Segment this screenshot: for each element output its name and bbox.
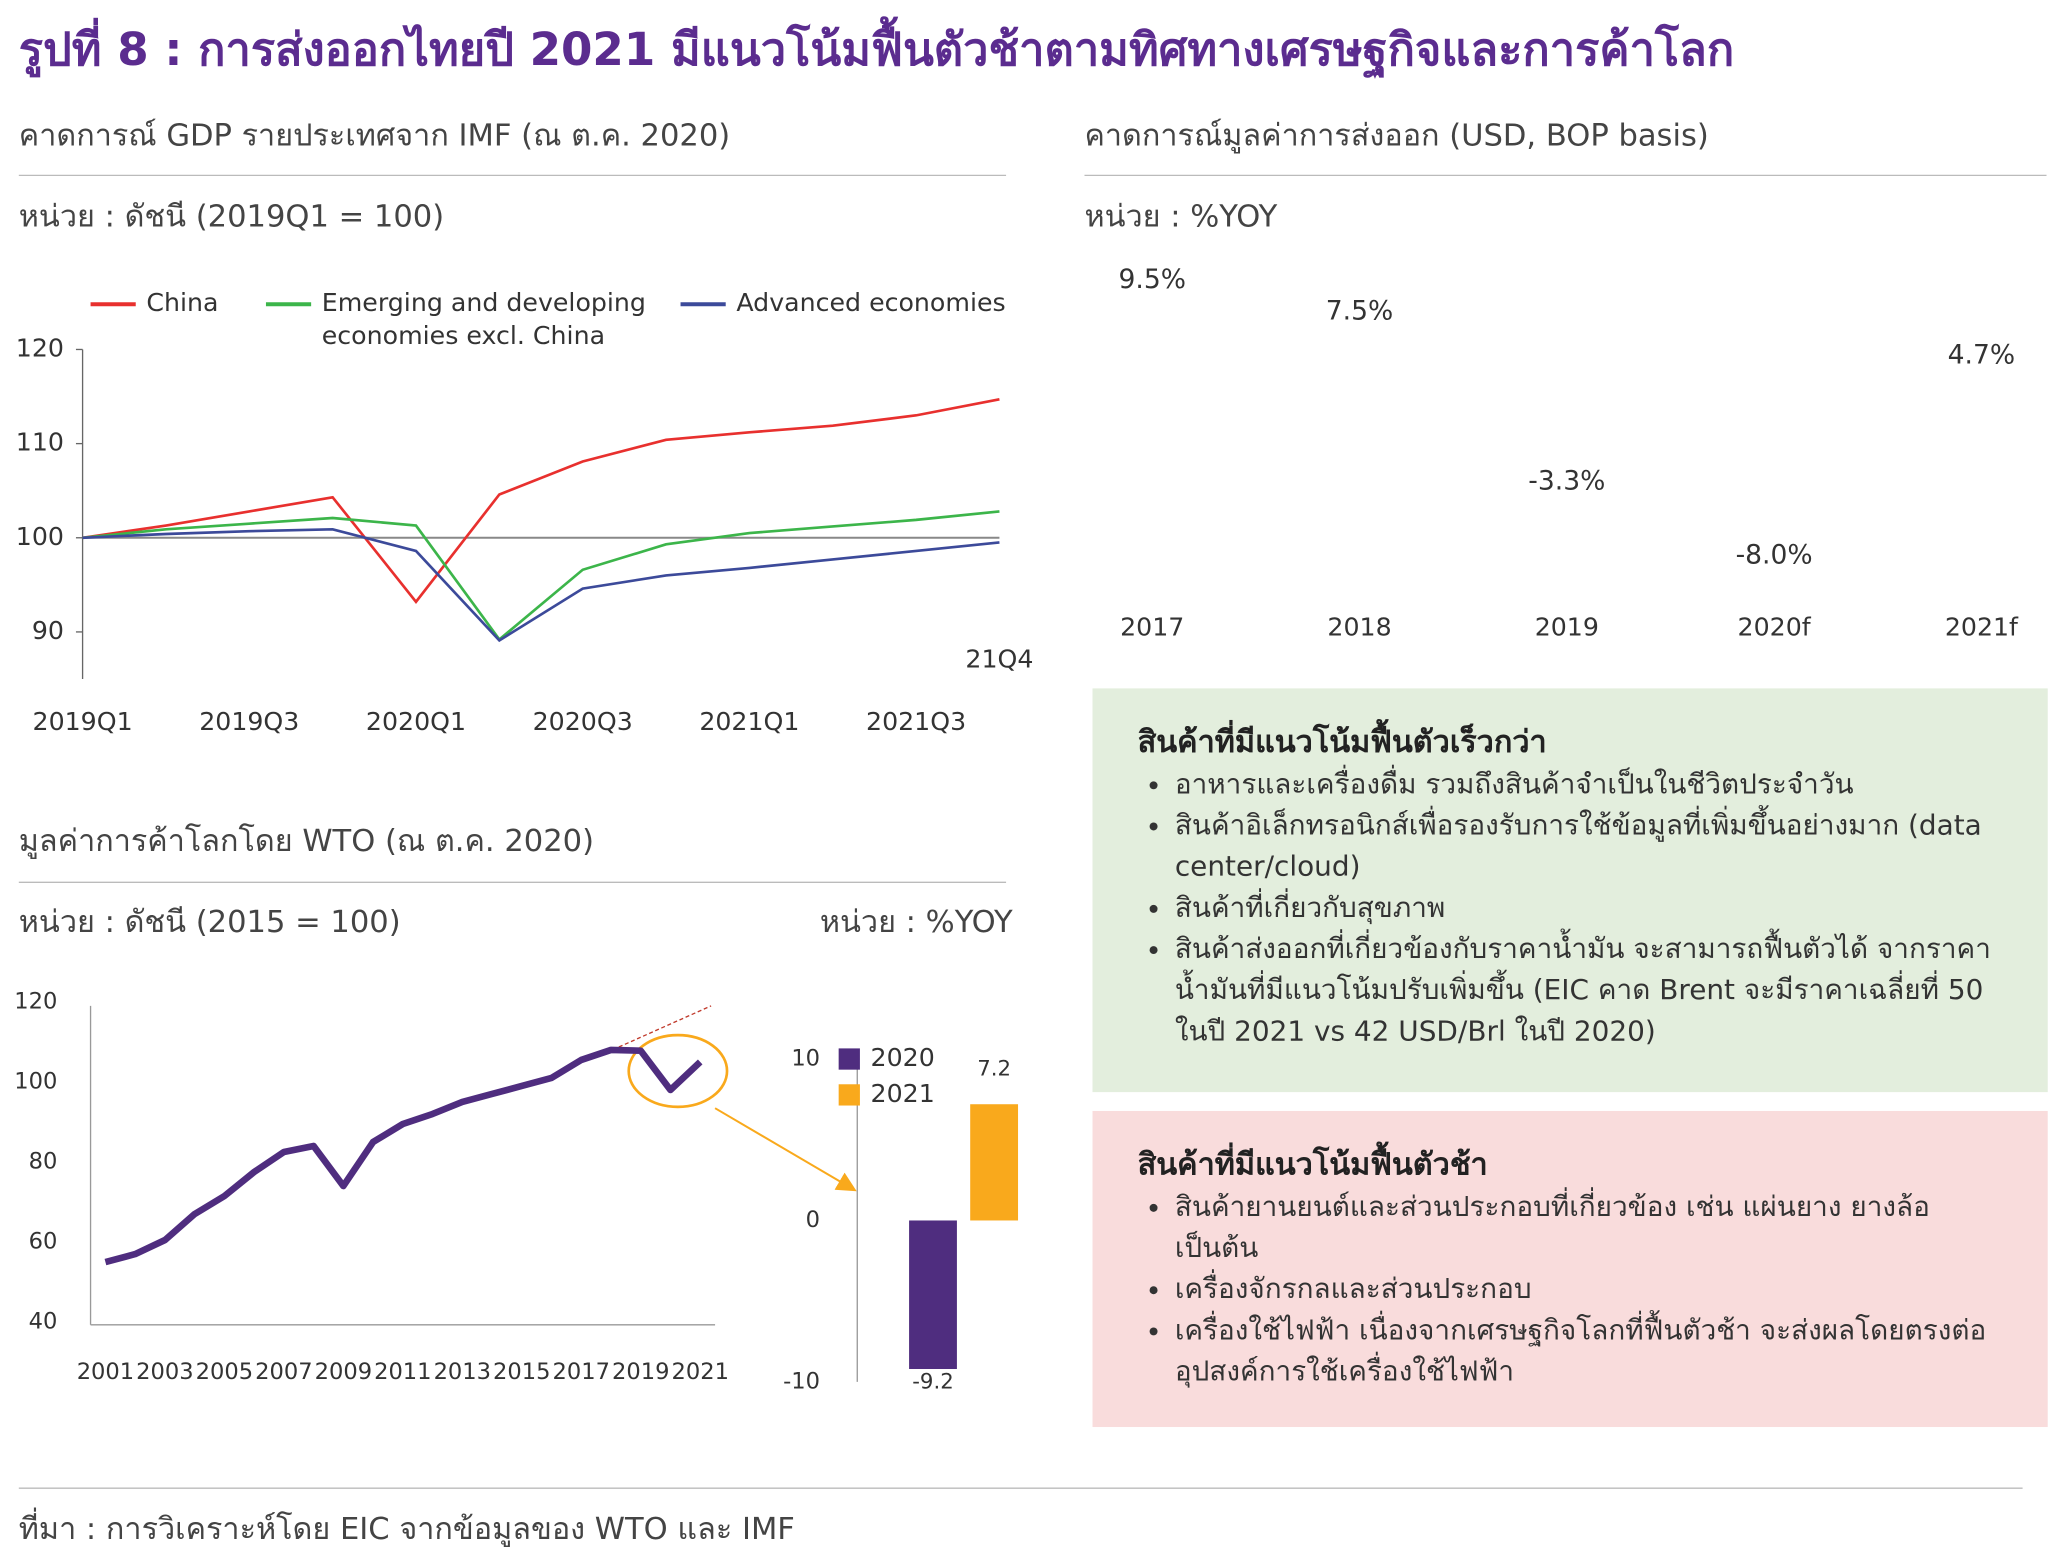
y-tick-label: 0 [806, 1207, 820, 1233]
x-tick-label: 2019Q1 [33, 707, 133, 736]
panel: สินค้าที่มีแนวโน้มฟื้นตัวช้า สินค้ายานยน… [1092, 1110, 2048, 1428]
x-tick-label: 2020f [1738, 613, 1812, 642]
y-tick-label: 110 [16, 428, 64, 457]
x-tick-label: 2005 [196, 1359, 253, 1385]
y-tick-label: 60 [29, 1229, 58, 1255]
y-tick-label: 100 [14, 1068, 57, 1094]
list: อาหารและเครื่องดื่ม รวมถึงสินค้าจำเป็นใน… [1138, 764, 2008, 1052]
y-tick-label: 80 [29, 1149, 58, 1175]
x-tick-label: 2011 [374, 1359, 431, 1385]
x-tick-label: 2003 [136, 1359, 193, 1385]
panel-heading: สินค้าที่มีแนวโน้มฟื้นตัวเร็วกว่า [1137, 725, 1547, 761]
source: ที่มา : การวิเคราะห์โดย EIC จากข้อมูลของ… [19, 1507, 795, 1547]
value-label: -3.3% [1528, 465, 1605, 496]
x-tick-label: 2017 [553, 1359, 610, 1385]
x-tick-label: 2019 [612, 1359, 669, 1385]
chart-title: คาดการณ์ GDP รายประเทศจาก IMF (ณ ต.ค. 20… [19, 118, 730, 153]
arrow [714, 1107, 857, 1192]
y-tick-label: 10 [791, 1046, 820, 1072]
x-tick-label: 2019 [1535, 613, 1599, 642]
value-label: 7.2 [977, 1057, 1011, 1082]
x-tick-label: 2020Q3 [533, 707, 633, 736]
value-label: -8.0% [1736, 539, 1813, 570]
x-tick-label: 2018 [1327, 613, 1391, 642]
bar [970, 1104, 1019, 1221]
list: สินค้ายานยนต์และส่วนประกอบที่เกี่ยวข้อง … [1138, 1187, 2008, 1393]
legend-label: 2020 [871, 1043, 935, 1072]
x-tick-label: 2001 [77, 1359, 134, 1385]
legend-swatch [838, 1084, 860, 1106]
line-series [82, 527, 1000, 643]
x-tick-label: 2021Q1 [699, 707, 799, 736]
legend-item: Emerging and developing economies excl. … [321, 288, 646, 351]
panel-fast: สินค้าที่มีแนวโน้มฟื้นตัวเร็วกว่า อาหารแ… [1092, 688, 2047, 1092]
list-item: อาหารและเครื่องดื่ม รวมถึงสินค้าจำเป็นใน… [1175, 764, 2008, 805]
x-tick-label: 2021 [671, 1359, 728, 1385]
unit-label: หน่วย : ดัชนี (2019Q1 = 100) [19, 199, 444, 234]
y-tick-label: 100 [16, 522, 64, 551]
list-item: เครื่องใช้ไฟฟ้า เนื่องจากเศรษฐกิจโลกที่ฟ… [1175, 1310, 2008, 1392]
list-item: สินค้าอิเล็กทรอนิกส์เพื่อรองรับการใช้ข้อ… [1175, 805, 2008, 887]
unit-label: หน่วย : ดัชนี (2015 = 100) [19, 905, 401, 940]
x-tick-label: 2019Q3 [199, 707, 299, 736]
unit-label: หน่วย : %YOY [820, 905, 1013, 940]
list-item: สินค้ายานยนต์และส่วนประกอบที่เกี่ยวข้อง … [1175, 1187, 2008, 1269]
line-series [82, 510, 1000, 642]
list-item: สินค้าที่เกี่ยวกับสุขภาพ [1175, 888, 2008, 929]
list-item: เครื่องจักรกลและส่วนประกอบ [1175, 1269, 2008, 1310]
legend-item: China [146, 288, 219, 318]
value-label: 7.5% [1326, 295, 1393, 326]
list-item: สินค้าส่งออกที่เกี่ยวข้องกับราคาน้ำมัน จ… [1175, 929, 2008, 1053]
panel-heading: สินค้าที่มีแนวโน้มฟื้นตัวช้า [1137, 1148, 1488, 1183]
unit-label: หน่วย : %YOY [1084, 199, 1277, 234]
legend-label: 2021 [871, 1079, 935, 1108]
y-tick-label: 120 [16, 333, 64, 362]
page-title: รูปที่ 8 : การส่งออกไทยปี 2021 มีแนวโน้ม… [19, 16, 1734, 79]
panel: สินค้าที่มีแนวโน้มฟื้นตัวเร็วกว่า อาหารแ… [1092, 688, 2048, 1093]
y-tick-label: -10 [783, 1368, 820, 1394]
x-tick-label: 2021f [1945, 613, 2019, 642]
highlight-circle [627, 1033, 729, 1109]
x-tick-label: 2013 [434, 1359, 491, 1385]
x-tick-label: 2015 [493, 1359, 550, 1385]
value-label: 4.7% [1948, 339, 2015, 370]
value-label: 9.5% [1119, 264, 1186, 295]
panel-slow: สินค้าที่มีแนวโน้มฟื้นตัวช้า สินค้ายานยน… [1092, 1111, 2047, 1427]
trend-line [612, 1005, 712, 1051]
x-tick-label: 2020Q1 [366, 707, 466, 736]
line-series [104, 1046, 703, 1266]
y-tick-label: 120 [14, 988, 57, 1014]
legend-label: Advanced economies [736, 288, 1006, 318]
x-tick-label: 2009 [315, 1359, 372, 1385]
x-tick-label: 2021Q3 [866, 707, 966, 736]
y-tick-label: 90 [32, 616, 64, 645]
legend-swatch [838, 1048, 860, 1070]
annotation: 21Q4 [965, 644, 1033, 673]
chart-title: มูลค่าการค้าโลกโดย WTO (ณ ต.ค. 2020) [19, 823, 594, 859]
x-tick-label: 2007 [255, 1359, 312, 1385]
y-tick-label: 40 [29, 1309, 58, 1335]
x-tick-label: 2017 [1120, 613, 1184, 642]
bar [909, 1220, 957, 1370]
line-series [82, 398, 1000, 604]
legend-label: Emerging and developing economies excl. … [321, 288, 646, 351]
legend-item: Advanced economies [736, 288, 1006, 318]
value-label: -9.2 [912, 1369, 953, 1394]
legend-label: China [146, 288, 219, 318]
chart-title: คาดการณ์มูลค่าการส่งออก (USD, BOP basis) [1084, 118, 1708, 153]
